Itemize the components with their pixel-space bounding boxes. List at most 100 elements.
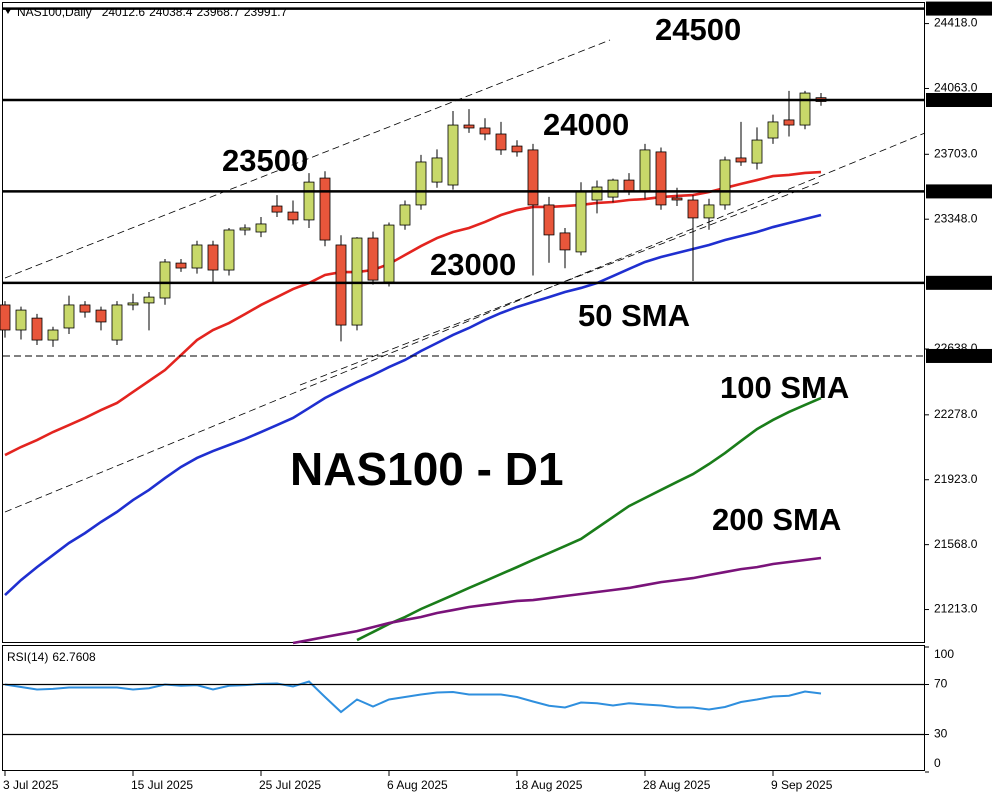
channel-lower — [4, 132, 926, 513]
candle-body — [95, 309, 107, 323]
candle-body — [111, 304, 123, 341]
x-tick-label: 3 Jul 2025 — [3, 778, 59, 792]
candle-body — [303, 181, 315, 221]
y-tick-label: 23348.0 — [934, 211, 978, 225]
candle-body — [607, 179, 619, 198]
y-tick-label: 24063.0 — [934, 81, 978, 95]
candle-body — [399, 204, 411, 226]
sma-line — [4, 170, 822, 457]
marks — [0, 90, 827, 714]
annotation: 23500 — [222, 143, 308, 178]
candle-body — [319, 177, 331, 241]
candle-body — [63, 304, 75, 329]
candle-body — [351, 237, 363, 326]
candle-body — [47, 329, 59, 341]
y-tick-label: 24418.0 — [934, 16, 978, 30]
candle-body — [639, 149, 651, 193]
chart-title: NAS100 - D1 — [290, 443, 564, 495]
candle-body — [191, 244, 203, 269]
y-tick-label: 21923.0 — [934, 472, 978, 486]
header-high: 24038.4 — [149, 5, 193, 19]
candle-body — [175, 262, 187, 269]
header-close: 23991.7 — [244, 5, 288, 19]
x-tick-label: 25 Jul 2025 — [259, 778, 321, 792]
candle-body — [335, 244, 347, 326]
annotation: 23000 — [430, 247, 516, 282]
candle-body — [703, 204, 715, 219]
sma-label: 200 SMA — [712, 502, 841, 537]
candle-body — [15, 309, 27, 331]
candle-body — [287, 211, 299, 221]
candle-body — [79, 304, 91, 313]
candle-body — [447, 124, 459, 186]
x-tick-label: 15 Jul 2025 — [131, 778, 193, 792]
y-tick-label: 0 — [934, 756, 941, 770]
x-tick-label: 9 Sep 2025 — [771, 778, 833, 792]
candle-body — [31, 317, 43, 341]
sma-label: 50 SMA — [578, 298, 690, 333]
rsi-line — [4, 680, 822, 714]
candle-body — [559, 232, 571, 251]
y-tick-label: 100 — [934, 647, 954, 661]
candle-body — [431, 157, 443, 183]
header-low: 23968.7 — [196, 5, 240, 19]
rsi-last: 62.7608 — [52, 650, 96, 664]
candle-body — [767, 121, 779, 139]
candle-body — [223, 229, 235, 271]
x-tick-label: 18 Aug 2025 — [515, 778, 583, 792]
candle-body — [543, 204, 555, 236]
candle-body — [575, 191, 587, 253]
level-box — [926, 92, 992, 107]
candle-body — [735, 157, 747, 163]
candle-body — [207, 244, 219, 271]
y-tick-label: 70 — [934, 677, 948, 691]
level-box — [926, 1, 992, 16]
y-tick-label: 21568.0 — [934, 537, 978, 551]
candle-body — [383, 224, 395, 283]
candle-body — [495, 133, 507, 151]
sma-label: 100 SMA — [720, 370, 849, 405]
rsi-header: RSI(14) 62.7608 — [7, 650, 96, 664]
sma-line — [356, 396, 822, 642]
level-box — [926, 184, 992, 199]
x-tick-label: 6 Aug 2025 — [387, 778, 448, 792]
symbol: NAS100,Daily — [17, 5, 92, 19]
candle-body — [655, 151, 667, 206]
header-arrow — [5, 9, 11, 14]
candle-body — [255, 223, 267, 233]
candle-body — [463, 124, 475, 129]
channel-upper — [4, 39, 611, 279]
candle-body — [239, 227, 251, 231]
level-box — [926, 348, 992, 363]
candle-body — [415, 161, 427, 206]
rsi-panel-frame — [2, 645, 925, 771]
candle-body — [671, 197, 683, 201]
candle-body — [511, 145, 523, 153]
candle-body — [783, 119, 795, 126]
candle-body — [479, 127, 491, 135]
level-label: 23500.0 — [931, 184, 975, 198]
rsi-title: RSI(14) — [7, 650, 48, 664]
annotation: 24500 — [655, 12, 741, 47]
y-tick-label: 23703.0 — [934, 146, 978, 160]
candle-body — [527, 149, 539, 206]
candle-body — [751, 139, 763, 164]
candle-body — [127, 302, 139, 306]
x-tick-label: 28 Aug 2025 — [643, 778, 711, 792]
candle-body — [0, 304, 11, 331]
y-tick-label: 21213.0 — [934, 602, 978, 616]
level-label: 24000.0 — [931, 92, 975, 106]
candle-body — [271, 205, 283, 213]
candle-body — [367, 237, 379, 281]
annotation: 24000 — [543, 107, 629, 142]
level-label: 24500.0 — [931, 1, 975, 15]
candle-body — [591, 186, 603, 201]
level-label: 23000.0 — [931, 275, 975, 289]
candle-body — [687, 199, 699, 219]
chart-header: NAS100,Daily 24012.6 24038.4 23968.7 23991.7 — [17, 5, 288, 19]
header-open: 24012.6 — [102, 5, 146, 19]
candle-body — [143, 296, 155, 304]
y-tick-label: 30 — [934, 727, 948, 741]
